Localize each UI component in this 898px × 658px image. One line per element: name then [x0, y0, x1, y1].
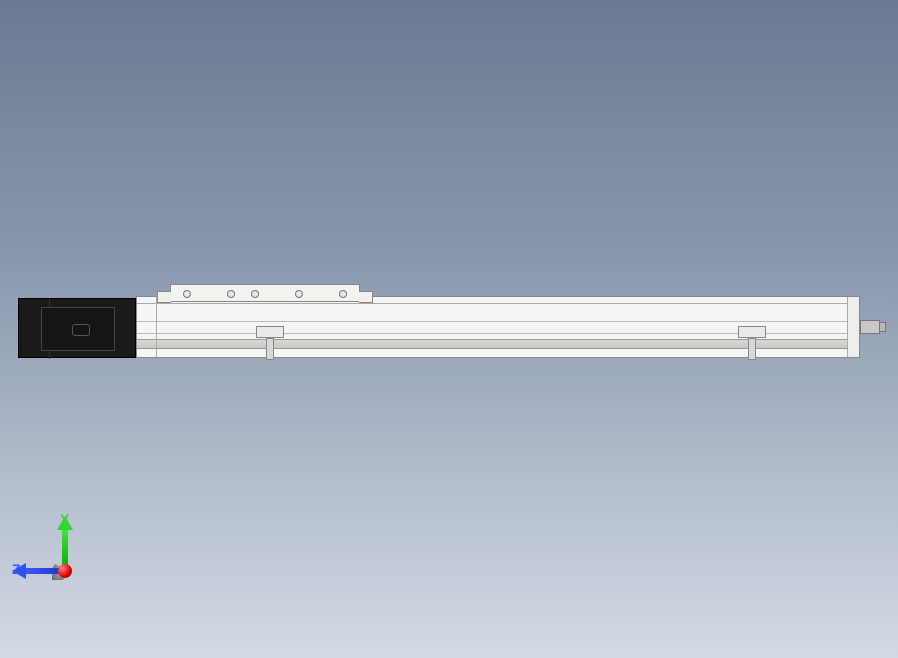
z-axis-label: Z: [12, 562, 21, 576]
rail-groove-1: [137, 321, 859, 322]
rail-endcap-left: [137, 297, 157, 357]
motor-block: [18, 298, 136, 358]
support-plate: [256, 326, 284, 338]
rail-support: [256, 326, 284, 360]
z-axis-icon: [24, 568, 60, 574]
motor-face: [41, 307, 115, 351]
mount-hole: [227, 290, 235, 298]
cad-viewport[interactable]: Y Z: [0, 0, 898, 658]
rail-edge-top: [137, 303, 859, 304]
support-stem: [748, 338, 756, 360]
view-triad[interactable]: Y Z: [20, 522, 110, 602]
mount-hole: [295, 290, 303, 298]
carriage-plate: [170, 284, 360, 302]
y-axis-label: Y: [60, 512, 69, 526]
motor-label-plate: [72, 324, 90, 336]
rail-endcap-right: [847, 297, 859, 357]
support-stem: [266, 338, 274, 360]
model-assembly[interactable]: [18, 284, 882, 362]
output-shaft-tip: [880, 322, 886, 332]
mount-hole: [183, 290, 191, 298]
y-axis-icon: [62, 528, 68, 566]
carriage-step-left: [157, 291, 171, 303]
mount-hole: [251, 290, 259, 298]
carriage-step-right: [359, 291, 373, 303]
rail-support: [738, 326, 766, 360]
support-plate: [738, 326, 766, 338]
origin-icon: [58, 564, 72, 578]
output-shaft: [860, 320, 880, 334]
mount-hole: [339, 290, 347, 298]
